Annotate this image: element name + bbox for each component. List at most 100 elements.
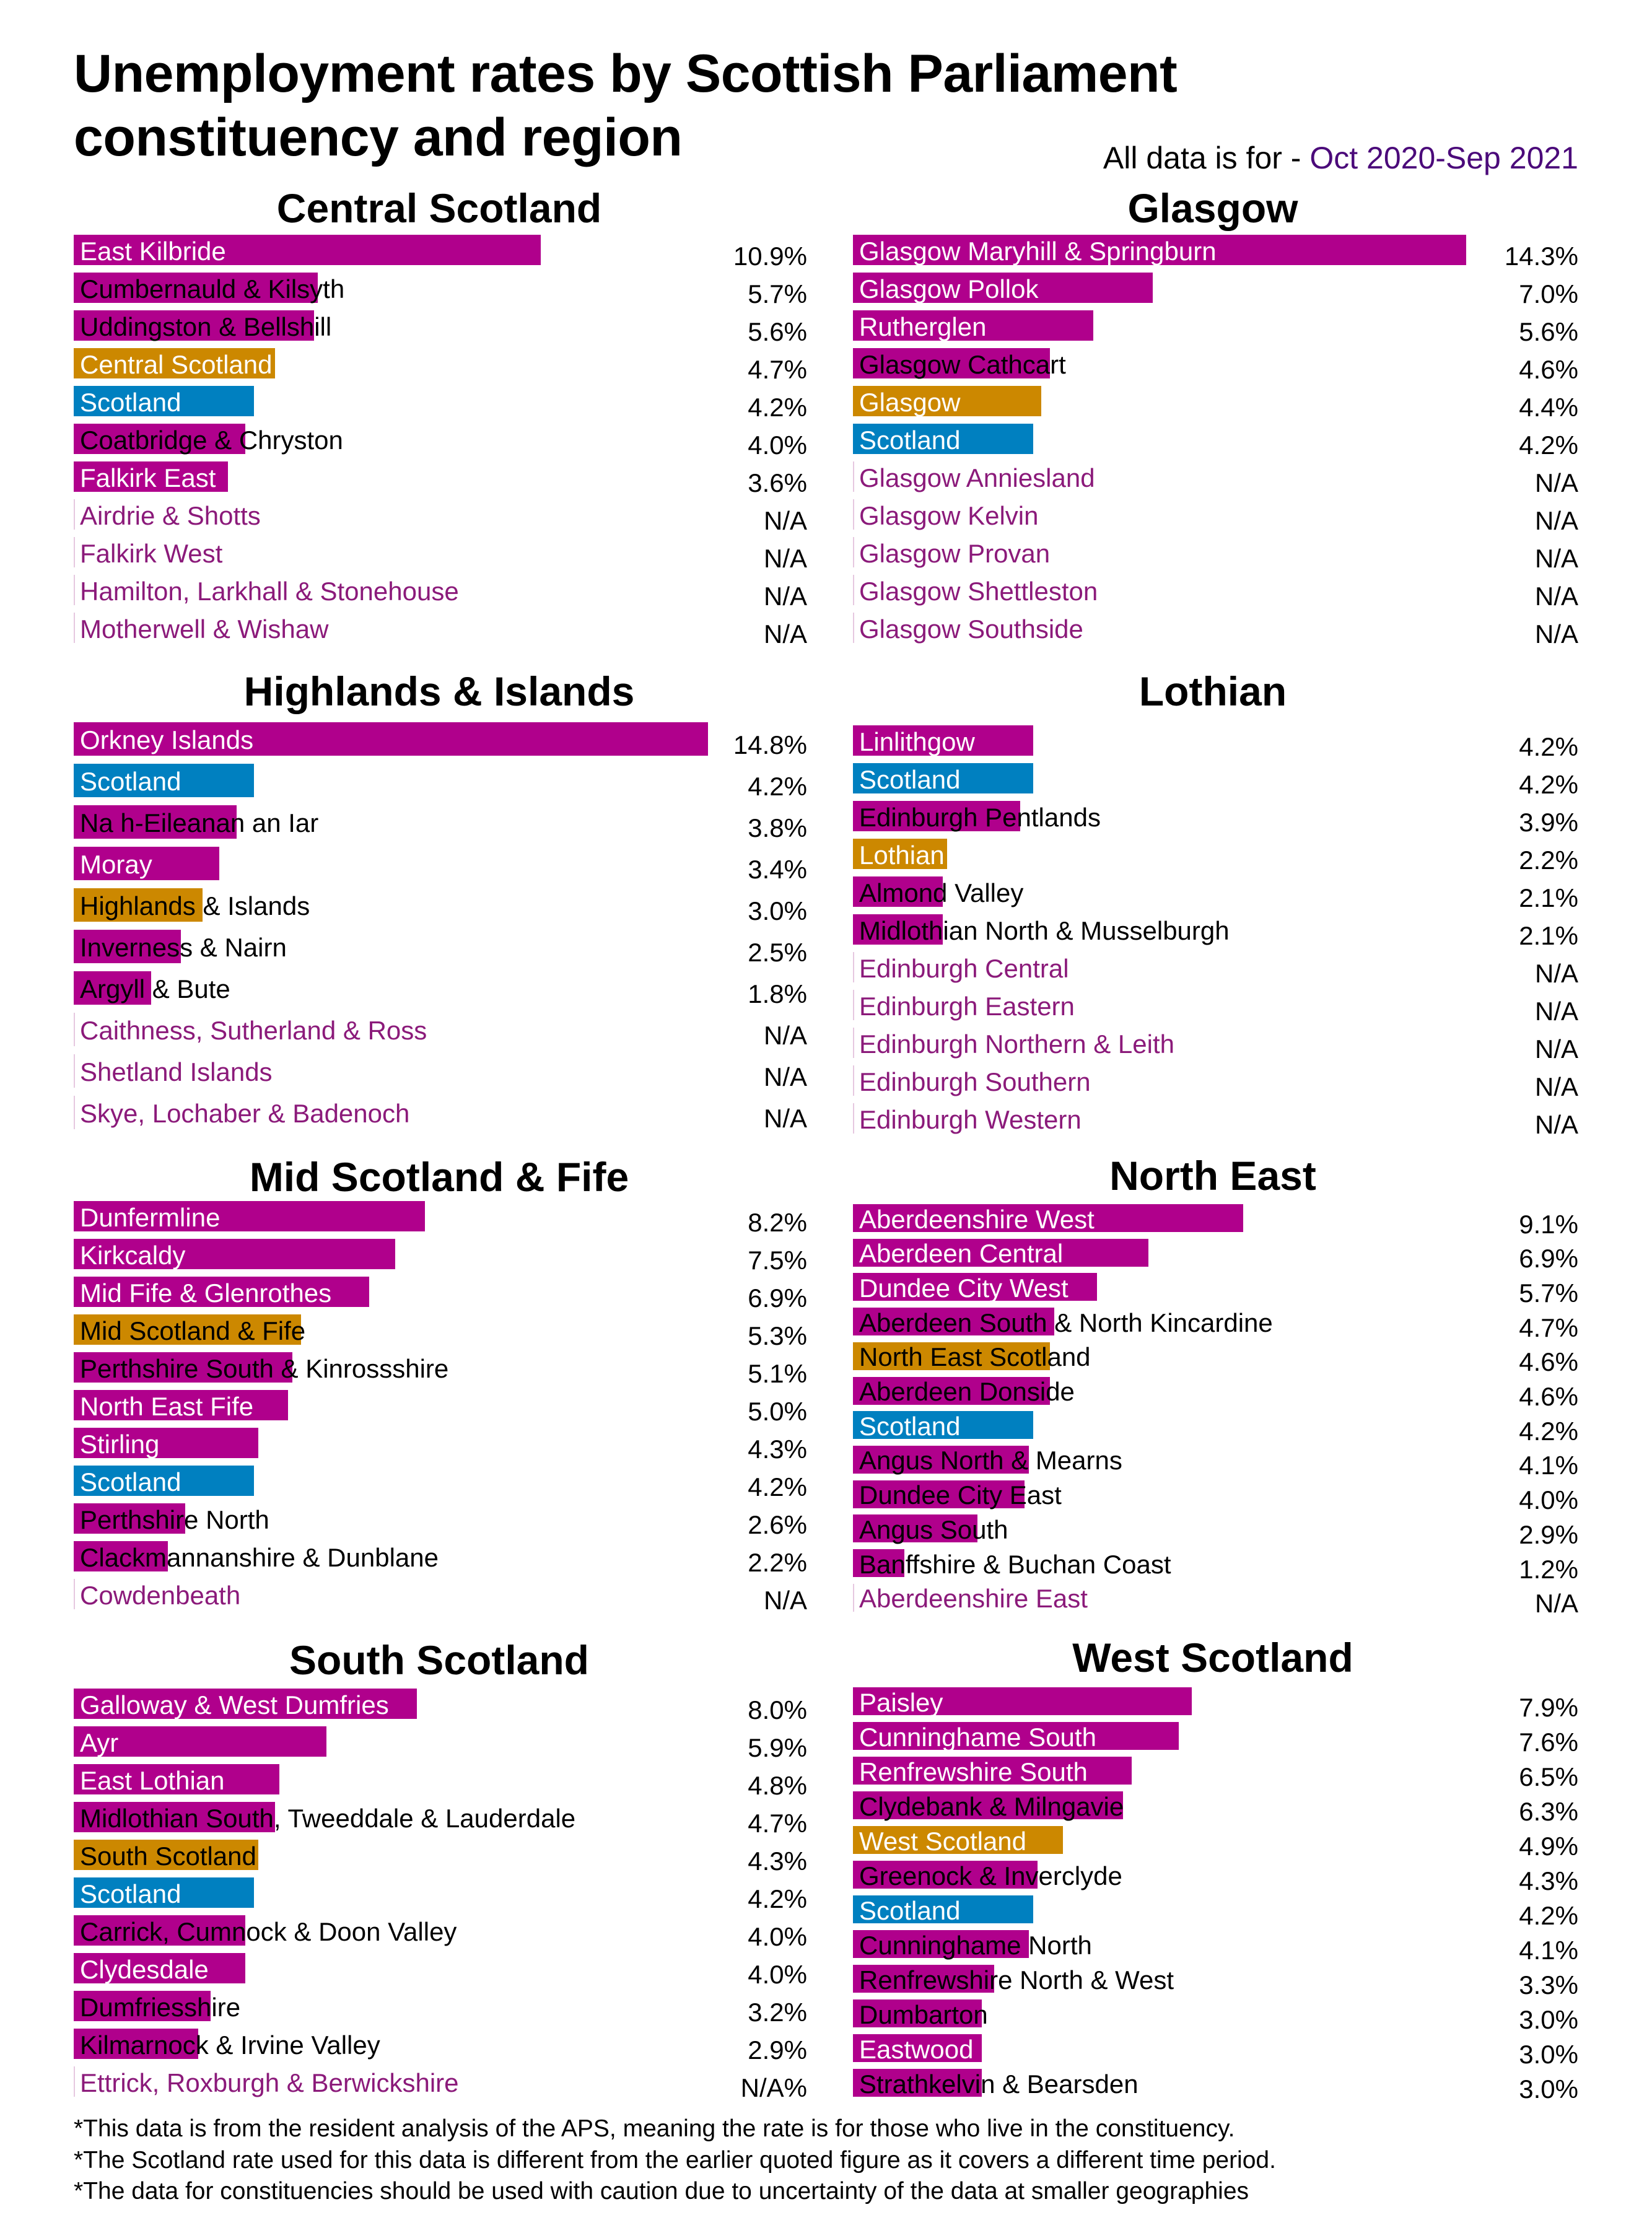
bar-row: Caithness, Sutherland & Ross N/A [74,1013,807,1050]
bar-row: Aberdeen South & North Kincardine 4.7% [853,1308,1578,1340]
value-label: N/A [1534,1034,1578,1064]
constituency-bar [74,1764,280,1794]
value-label: N/A [763,543,807,573]
bar-row: Glasgow Cathcart 4.6% [853,348,1578,382]
category-label: East Kilbride [80,236,226,266]
category-label: Clydebank & Milngavie [859,1791,1124,1821]
value-label: 4.2% [748,1472,807,1501]
na-marker [74,1013,75,1046]
category-label: Edinburgh Southern [859,1067,1091,1096]
bar-row: Carrick, Cumnock & Doon Valley 4.0% [74,1915,807,1949]
value-label: 4.0% [748,1921,807,1951]
category-label: East Lothian [80,1765,225,1795]
scotland-bar [853,763,1033,793]
bar-row: Clydesdale 4.0% [74,1953,807,1987]
category-label: Edinburgh Western [859,1104,1082,1134]
constituency-bar [74,1915,245,1946]
value-label: 6.9% [748,1283,807,1313]
chart-title: West Scotland [1072,1635,1353,1680]
bar-row: Cumbernauld & Kilsyth 5.7% [74,273,807,307]
category-label: Perthshire South & Kinrossshire [80,1353,449,1383]
constituency-bar [853,914,943,945]
category-label: Mid Scotland & Fife [80,1316,306,1345]
constituency-bar [853,1999,982,2027]
category-label: Aberdeen Donside [859,1377,1075,1406]
constituency-bar [74,461,229,492]
value-label: 6.9% [1519,1244,1578,1274]
category-label: Cunninghame South [859,1722,1096,1752]
data-period-note: All data is for - Oct 2020-Sep 2021 [1103,138,1578,178]
constituency-bar [74,1541,168,1571]
category-label: Dumfriesshire [80,1992,241,2022]
constituency-bar [853,1308,1055,1336]
bar-row: Shetland Islands N/A [74,1054,807,1090]
category-label: Scotland [80,1879,181,1908]
constituency-bar [853,1965,995,1993]
category-label: Glasgow Kelvin [859,500,1039,530]
bar-row: Renfrewshire North & West 3.3% [853,1965,1578,1998]
category-label: Edinburgh Central [859,953,1069,983]
bar-row: Paisley 7.9% [853,1687,1578,1720]
bar-row: Perthshire North 2.6% [74,1503,807,1537]
constituency-bar [74,424,245,454]
bar-row: Angus South 2.9% [853,1514,1578,1547]
category-label: Glasgow Cathcart [859,349,1066,379]
value-label: 14.3% [1504,241,1578,271]
bar-row: Mid Fife & Glenrothes 6.9% [74,1277,807,1311]
constituency-bar [74,235,541,265]
value-label: 4.6% [1519,1382,1578,1411]
category-label: Dundee City West [859,1273,1069,1303]
constituency-bar [853,1722,1179,1750]
category-label: Lothian [859,840,945,870]
constituency-bar [74,2029,198,2059]
category-label: Scotland [859,1895,961,1925]
category-label: Dundee City East [859,1480,1062,1510]
bar-row: Aberdeenshire East N/A [853,1583,1578,1617]
value-label: N/A [763,1021,807,1050]
constituency-bar [853,1376,1051,1405]
bar-row: Linlithgow 4.2% [853,725,1578,759]
value-label: 4.6% [1519,354,1578,384]
category-label: Scotland [859,764,961,794]
category-label: Glasgow Southside [859,614,1083,644]
value-label: 3.0% [1519,2074,1578,2104]
region-bar [74,1840,258,1870]
bar-row: Edinburgh Pentlands 3.9% [853,801,1578,835]
constituency-bar [853,1238,1149,1267]
value-label: 5.1% [748,1358,807,1388]
na-marker [74,1096,75,1129]
bar-row: Highlands & Islands 3.0% [74,888,807,924]
value-label: 10.9% [733,241,807,271]
value-label: 4.6% [1519,1347,1578,1377]
period-prefix: All data is for - [1103,141,1310,175]
na-marker [853,1583,854,1612]
value-label: 9.1% [1519,1209,1578,1239]
na-marker [853,575,854,605]
bar-row: Cowdenbeath N/A [74,1579,807,1613]
category-label: Highlands & Islands [80,891,310,920]
value-label: 7.9% [1519,1692,1578,1722]
category-label: Almond Valley [859,878,1024,907]
value-label: N/A [763,1104,807,1133]
value-label: 5.0% [748,1396,807,1426]
bar-row: South Scotland 4.3% [74,1840,807,1874]
constituency-bar [853,1861,1038,1889]
category-label: Falkirk East [80,463,216,492]
region-bar [74,888,203,922]
category-label: Shetland Islands [80,1057,273,1086]
na-marker [853,537,854,567]
bar-row: Glasgow Kelvin N/A [853,499,1578,533]
value-label: 5.7% [1519,1278,1578,1308]
constituency-bar [74,1390,288,1420]
bar-row: Motherwell & Wishaw N/A [74,613,807,647]
category-label: South Scotland [80,1841,256,1871]
bar-row: Glasgow Pollok 7.0% [853,273,1578,307]
bar-row: Scotland 4.2% [74,764,807,800]
value-label: 3.0% [1519,2039,1578,2069]
category-label: Galloway & West Dumfries [80,1690,389,1720]
bar-row: Coatbridge & Chryston 4.0% [74,424,807,458]
na-marker [74,1054,75,1088]
bar-row: Aberdeen Donside 4.6% [853,1376,1578,1410]
bar-row: Airdrie & Shotts N/A [74,499,807,533]
value-label: N/A [1534,1589,1578,1619]
